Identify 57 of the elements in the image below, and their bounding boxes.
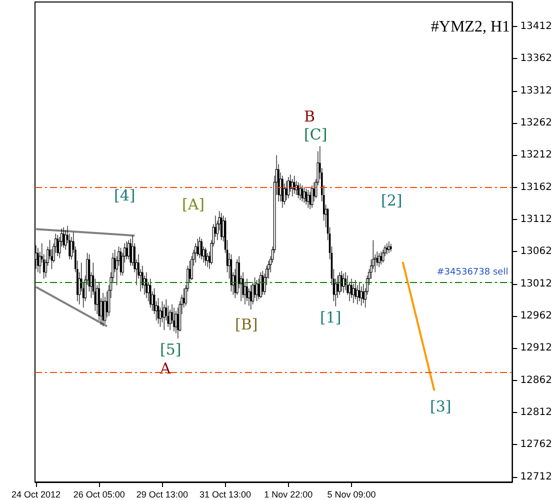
candlestick: [310, 185, 314, 208]
candlestick: [382, 249, 384, 263]
candlestick: [299, 183, 302, 200]
candlestick: [194, 242, 197, 263]
y-tick-label: 13012: [520, 278, 552, 290]
y-tick-label: 13162: [520, 182, 552, 193]
y-tick-label: 13412: [520, 20, 552, 32]
y-tick-label: 12862: [520, 374, 552, 386]
candlestick: [246, 278, 248, 302]
candlestick: [287, 176, 290, 199]
candlestick: [146, 272, 148, 298]
candlestick: [149, 278, 152, 308]
candlestick: [306, 190, 310, 208]
annotation: [1]: [320, 308, 342, 326]
x-tick-label: 5 Nov 09:00: [327, 490, 376, 500]
y-tick-label: 12912: [520, 342, 552, 354]
candlestick: [291, 178, 294, 197]
candlestick: [37, 247, 39, 273]
x-tick-label: 1 Nov 22:00: [264, 490, 313, 500]
y-tick-label: 12762: [520, 439, 552, 450]
x-tick-label: 29 Oct 13:00: [136, 490, 188, 500]
candlestick: [282, 175, 284, 208]
candlestick: [360, 286, 363, 306]
candlestick: [378, 252, 380, 268]
y-tick-label: 12962: [520, 310, 552, 322]
y-tick-label: 13062: [520, 246, 552, 258]
candlestick: [173, 307, 175, 332]
annotation: [2]: [381, 192, 402, 210]
annotation: [3]: [430, 398, 452, 416]
annotation: [C]: [304, 126, 328, 144]
candlestick: [380, 251, 382, 265]
x-tick-label: 26 Oct 05:00: [73, 490, 125, 500]
candlestick: [200, 238, 203, 260]
annotation: [4]: [114, 186, 136, 204]
y-tick-label: 12812: [520, 407, 552, 418]
annotation: [B]: [235, 316, 258, 334]
x-tick-label: 24 Oct 2012: [11, 490, 61, 500]
y-tick-label: 13312: [520, 85, 552, 96]
annotation: B: [304, 108, 316, 126]
y-tick-label: 13212: [520, 150, 552, 161]
y-tick-label: 13112: [520, 214, 552, 225]
ref-line-label: #34536738 sell: [436, 267, 508, 278]
candlestick: [102, 292, 104, 327]
annotation: [5]: [160, 340, 182, 358]
annotation: A: [159, 360, 171, 378]
annotation: [A]: [182, 196, 205, 214]
candlestick: [130, 238, 132, 266]
text: #YMZ2, H1: [430, 18, 510, 36]
y-tick-label: 12712: [520, 471, 552, 482]
candlestick: [204, 247, 206, 266]
candlestick: [305, 188, 308, 205]
candlestick: [344, 272, 346, 291]
candlestick: [340, 270, 343, 292]
candlestick: [260, 272, 262, 298]
y-tick-label: 13362: [520, 53, 552, 64]
y-tick-label: 13262: [520, 117, 552, 128]
x-tick-label: 31 Oct 13:00: [200, 490, 252, 500]
